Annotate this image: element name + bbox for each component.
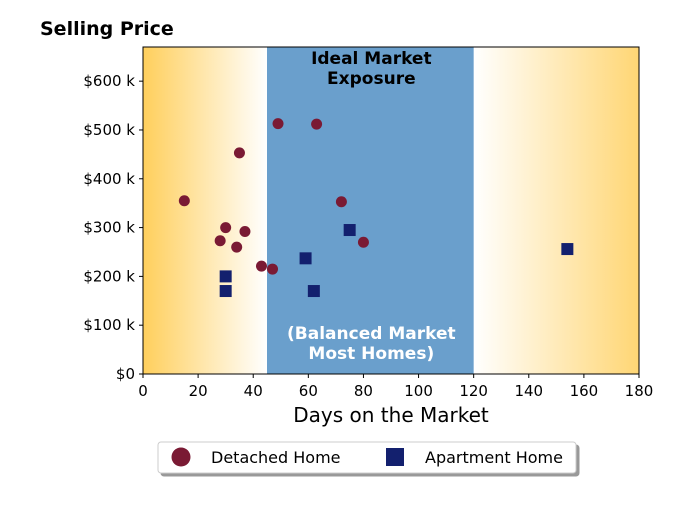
detached-home-point xyxy=(255,260,267,272)
legend-label-detached-home: Detached Home xyxy=(211,448,341,467)
apartment-home-point xyxy=(219,285,232,298)
legend-marker-detached-home xyxy=(171,447,191,467)
apartment-home-point xyxy=(343,224,356,237)
legend-box xyxy=(157,441,577,474)
data-points xyxy=(178,118,574,298)
legend-marker-apartment-home xyxy=(386,448,404,466)
x-tick-label: 80 xyxy=(354,382,373,400)
band-top-label-line: Ideal Market xyxy=(311,49,432,69)
band-bottom-label-line: Most Homes) xyxy=(308,344,434,364)
x-tick-label: 160 xyxy=(570,382,599,400)
x-tick-label: 40 xyxy=(244,382,263,400)
detached-home-point xyxy=(272,118,284,130)
plot-frame xyxy=(142,46,640,375)
detached-home-point xyxy=(233,147,245,159)
y-tick-label: $500 k xyxy=(83,121,135,139)
apartment-home-point xyxy=(219,270,232,283)
plot-background xyxy=(143,47,639,374)
y-tick-label: $600 k xyxy=(83,72,135,90)
detached-home-point xyxy=(239,225,251,237)
band-top-label-line: Exposure xyxy=(327,69,416,89)
apartment-home-point xyxy=(299,252,312,265)
y-tick-label: $100 k xyxy=(83,316,135,334)
x-tick-label: 120 xyxy=(459,382,488,400)
band-bottom-label-line: (Balanced Market xyxy=(287,324,456,344)
y-tick-label: $200 k xyxy=(83,267,135,285)
detached-home-point xyxy=(214,235,226,247)
x-tick-label: 20 xyxy=(189,382,208,400)
x-tick-label: 60 xyxy=(299,382,318,400)
ideal-exposure-band xyxy=(267,47,474,374)
detached-home-point xyxy=(357,236,369,248)
y-axis: $0 $100 k $200 k $300 k $400 k $500 k $600 k xyxy=(83,72,143,383)
apartment-home-point xyxy=(561,243,574,256)
x-tick-label: 140 xyxy=(514,382,543,400)
detached-home-point xyxy=(335,196,347,208)
x-tick-label: 0 xyxy=(138,382,148,400)
detached-home-point xyxy=(231,241,243,253)
legend: Detached Home Apartment Home xyxy=(157,441,577,474)
y-tick-label: $300 k xyxy=(83,219,135,237)
gradient-left xyxy=(143,47,267,374)
gradient-right xyxy=(473,47,639,374)
chart-title: Selling Price xyxy=(40,18,174,40)
x-tick-label: 180 xyxy=(625,382,654,400)
y-tick-label: $0 xyxy=(116,365,135,383)
legend-label-apartment-home: Apartment Home xyxy=(425,448,563,467)
x-axis-title: Days on the Market xyxy=(293,403,489,427)
x-tick-label: 100 xyxy=(404,382,433,400)
detached-home-point xyxy=(178,195,190,207)
x-axis: 0 20 40 60 80 100 120 140 160 180 xyxy=(138,374,653,400)
detached-home-point xyxy=(311,118,323,130)
detached-home-point xyxy=(220,222,232,234)
detached-home-point xyxy=(267,263,279,275)
y-tick-label: $400 k xyxy=(83,170,135,188)
apartment-home-point xyxy=(307,285,320,298)
